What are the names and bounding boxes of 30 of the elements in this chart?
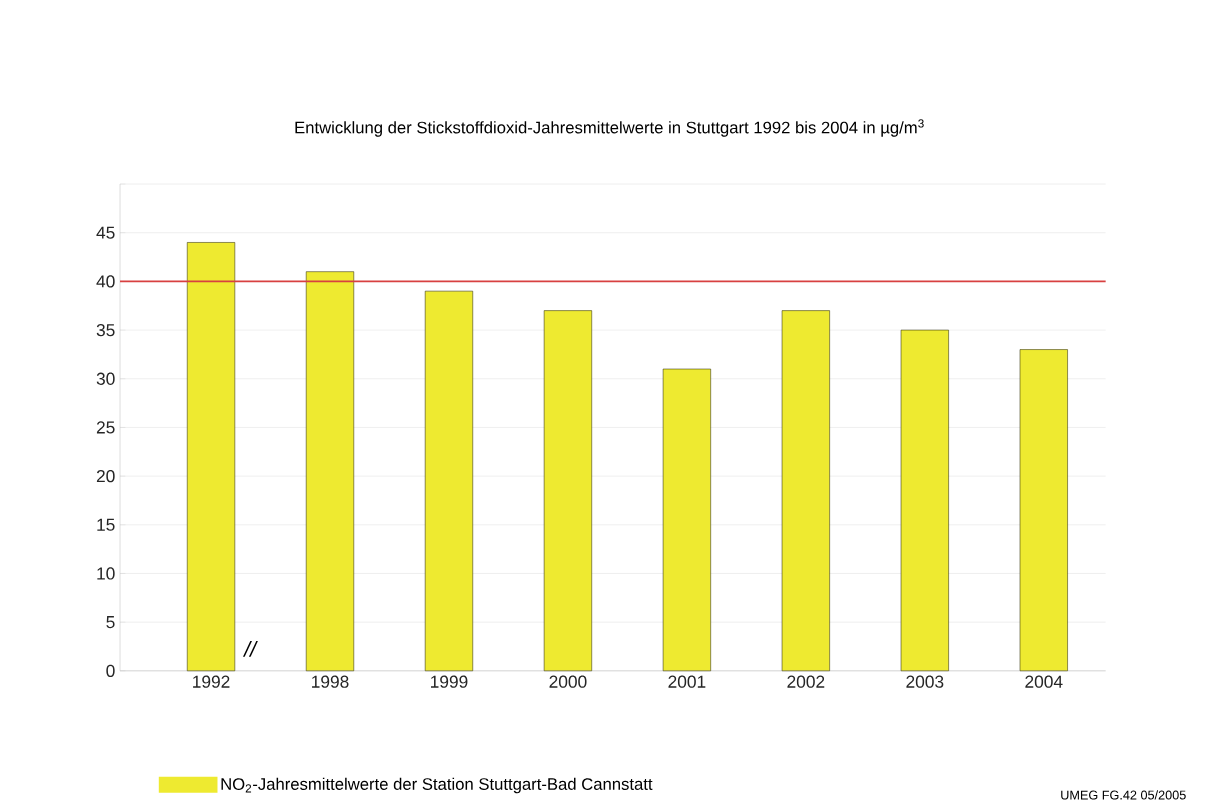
y-tick-label: 5: [106, 616, 115, 629]
bar: [662, 368, 711, 672]
y-tick-label: 0: [106, 664, 115, 678]
x-tick-label: 2001: [668, 675, 706, 689]
x-tick-label: 1992: [193, 675, 230, 689]
chart-title: Entwicklung der Stickstoffdioxid-Jahresmittelwerte in Stuttgart 1992 bis 2004 in µg/m$^{3}$: [295, 119, 924, 137]
x-tick-label: 2004: [1025, 675, 1063, 689]
y-tick-label: 15: [97, 518, 115, 532]
bar: [781, 310, 830, 672]
x-tick-label: 1998: [312, 675, 349, 689]
bar: [1019, 349, 1068, 672]
y-tick-label: 40: [96, 275, 115, 288]
bar: [305, 271, 355, 672]
text: UMEG FG.42 05/2005: [1061, 790, 1186, 800]
y-tick-label: 20: [96, 470, 115, 483]
bar: [900, 330, 949, 672]
y-tick-label: 10: [97, 567, 115, 580]
bar: [543, 310, 592, 672]
bar: [424, 291, 474, 672]
bar: [186, 242, 236, 672]
y-tick-label: 45: [96, 226, 115, 239]
x-tick-label: 2000: [549, 675, 587, 689]
legend-label: NO$_{2}$-Jahresmittelwerte der Station Stuttgart-Bad Cannstatt: [221, 777, 653, 794]
annotation: //: [243, 641, 258, 657]
x-tick-label: 2002: [787, 675, 825, 689]
x-tick-label: 2003: [906, 675, 944, 689]
x-tick-label: 1999: [431, 675, 468, 689]
y-tick-label: 25: [96, 421, 115, 434]
y-tick-label: 30: [96, 372, 115, 386]
y-tick-label: 35: [96, 324, 115, 337]
